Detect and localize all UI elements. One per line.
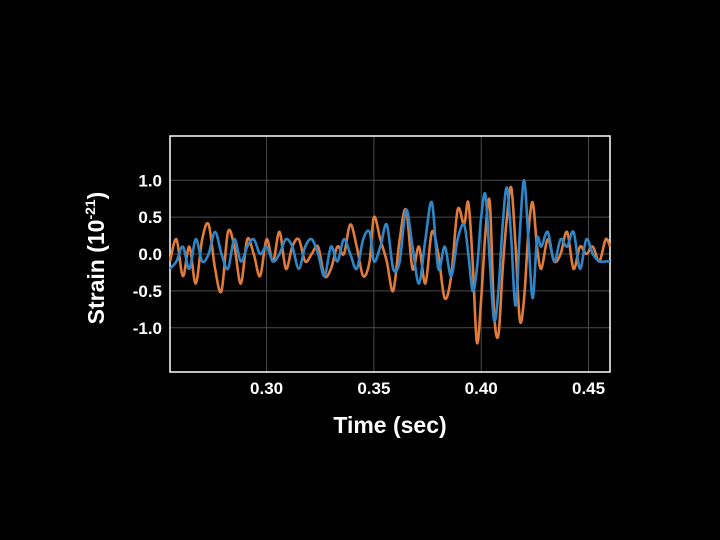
- y-axis-label: Strain (10-21): [82, 192, 109, 325]
- series-line-2: [169, 178, 610, 323]
- plot-frame: [169, 135, 611, 373]
- y-axis-label-exponent: -21: [82, 199, 98, 219]
- y-tick-label: 1.0: [138, 171, 162, 190]
- y-tick-label: 0.0: [138, 245, 162, 264]
- y-tick-label: 0.5: [138, 208, 162, 227]
- x-tick-labels: 0.30 0.35 0.40 0.45: [250, 379, 605, 398]
- x-tick-label: 0.35: [357, 379, 390, 398]
- series-lines: [168, 178, 612, 345]
- x-tick-label: 0.40: [465, 379, 498, 398]
- series-line-1: [168, 185, 612, 345]
- y-tick-labels: 1.0 0.5 0.0 -0.5 -1.0: [133, 171, 162, 338]
- y-axis-label-close: ): [83, 192, 109, 200]
- x-axis-label: Time (sec): [333, 412, 446, 438]
- y-tick-label: -0.5: [133, 282, 162, 301]
- y-axis-label-main: Strain (10: [83, 220, 109, 325]
- x-tick-label: 0.45: [572, 379, 605, 398]
- y-tick-label: -1.0: [133, 319, 162, 338]
- x-tick-label: 0.30: [250, 379, 283, 398]
